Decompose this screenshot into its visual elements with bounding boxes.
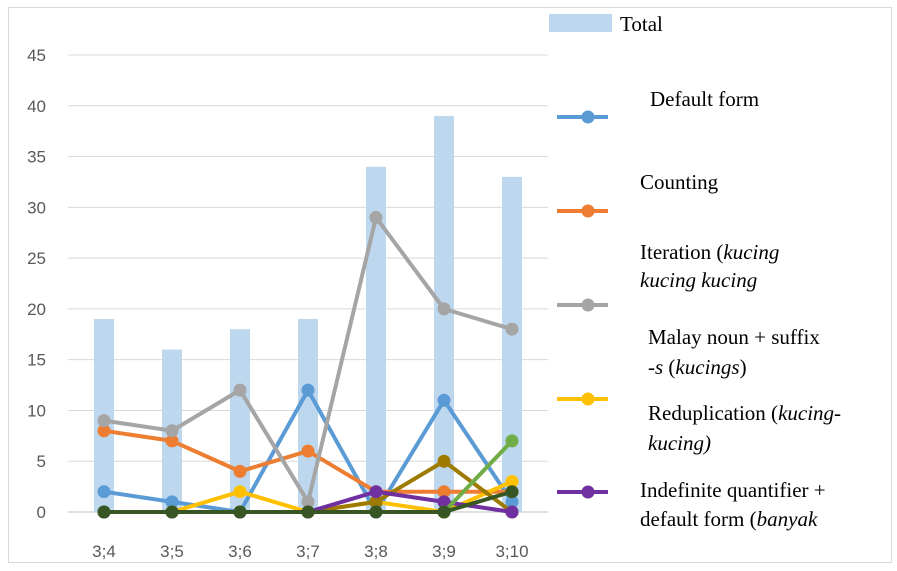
series-point: [301, 495, 315, 509]
x-tick-label: 3;4: [92, 542, 116, 561]
total-bar: [230, 329, 250, 512]
total-bar: [298, 319, 318, 512]
x-tick-label: 3;6: [228, 542, 252, 561]
series-point: [369, 505, 383, 519]
legend-swatch-point: [581, 110, 595, 124]
y-tick-label: 15: [27, 351, 46, 370]
series-point: [505, 475, 519, 489]
series-point: [369, 210, 383, 224]
series-point: [165, 495, 179, 509]
legend-label: kucing kucing: [640, 268, 757, 292]
legend-swatch-bar: [549, 14, 612, 32]
series-point: [437, 505, 451, 519]
y-tick-label: 5: [37, 452, 46, 471]
x-tick-label: 3;8: [364, 542, 388, 561]
series-point: [505, 434, 519, 448]
series-point: [97, 414, 111, 428]
series-point: [505, 485, 519, 499]
y-tick-label: 25: [27, 249, 46, 268]
series-point: [505, 505, 519, 519]
y-tick-label: 40: [27, 97, 46, 116]
legend-label: Iteration (kucing: [640, 240, 779, 264]
series-point: [233, 383, 247, 397]
y-axis-ticks: 0 5 10 15 20 25 30 35 40 45: [27, 46, 46, 522]
y-tick-label: 10: [27, 401, 46, 420]
series-point: [437, 302, 451, 316]
chart-frame: [8, 7, 892, 563]
series-point: [233, 505, 247, 519]
legend-swatch-point: [581, 298, 595, 312]
legend-label: Reduplication (kucing-: [648, 401, 841, 425]
series-point: [437, 485, 451, 499]
series-point: [97, 424, 111, 438]
series-lines: [97, 210, 519, 519]
series-point: [165, 505, 179, 519]
legend-label: -s (kucings): [648, 355, 747, 379]
series-point: [233, 485, 247, 499]
series-point: [165, 434, 179, 448]
y-tick-label: 45: [27, 46, 46, 65]
series-point: [301, 444, 315, 458]
y-tick-label: 35: [27, 148, 46, 167]
x-tick-label: 3;9: [432, 542, 456, 561]
total-bar: [366, 166, 386, 512]
series-point: [369, 485, 383, 499]
y-tick-label: 30: [27, 198, 46, 217]
series-point: [505, 495, 519, 509]
legend-label: Malay noun + suffix: [648, 325, 820, 349]
series-point: [165, 424, 179, 438]
legend-label: kucing): [648, 431, 711, 455]
legend-label: Indefinite quantifier +: [640, 478, 826, 502]
legend-swatch-point: [581, 392, 595, 406]
y-tick-label: 20: [27, 300, 46, 319]
legend-swatch-point: [581, 485, 595, 499]
y-tick-label: 0: [37, 503, 46, 522]
legend-label: default form (banyak: [640, 507, 818, 531]
legend-label: Counting: [640, 170, 719, 194]
gridlines: [68, 54, 548, 513]
legend: Total Default form Counting Iteration (kuci…: [549, 12, 841, 531]
series-point: [301, 383, 315, 397]
series-point: [233, 464, 247, 478]
series-point: [505, 322, 519, 336]
legend-label: Default form: [650, 87, 759, 111]
series-point: [97, 505, 111, 519]
series-point: [369, 495, 383, 509]
series-point: [301, 505, 315, 519]
legend-label: Total: [620, 12, 663, 36]
x-tick-label: 3;10: [495, 542, 528, 561]
total-bar: [502, 176, 522, 512]
series-point: [97, 485, 111, 499]
total-bars: [94, 115, 522, 512]
x-tick-label: 3;5: [160, 542, 184, 561]
series-point: [437, 393, 451, 407]
x-axis-ticks: 3;4 3;5 3;6 3;7 3;8 3;9 3;10: [92, 542, 528, 561]
series-point: [437, 454, 451, 468]
legend-swatch-point: [581, 204, 595, 218]
series-point: [437, 495, 451, 509]
x-tick-label: 3;7: [296, 542, 320, 561]
